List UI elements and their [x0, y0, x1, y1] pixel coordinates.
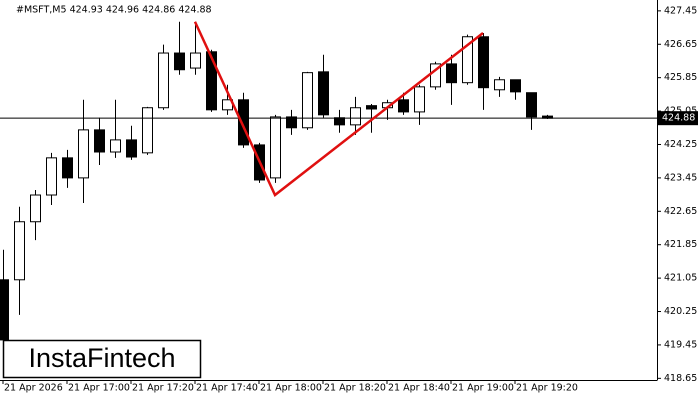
candle-body	[286, 116, 297, 129]
y-tick-label: 426.65	[664, 39, 697, 50]
x-tick-label: 21 Apr 18:40	[388, 383, 450, 394]
y-tick-label: 425.05	[664, 106, 697, 117]
watermark: InstaFintech	[28, 343, 175, 373]
y-tick-label: 423.45	[664, 172, 697, 183]
last-price-label: 424.88	[662, 113, 695, 124]
candle-body	[238, 99, 249, 146]
candle-body	[46, 157, 57, 196]
x-tick-label: 21 Apr 19:00	[452, 383, 514, 394]
candle-body	[62, 157, 73, 179]
candle-body	[78, 129, 89, 179]
candle-body	[0, 279, 9, 341]
candle-body	[462, 36, 473, 84]
candle-body	[270, 116, 281, 179]
x-tick-label: 21 Apr 2026	[4, 383, 63, 394]
candle-body	[206, 51, 217, 111]
y-tick-label: 421.85	[664, 239, 697, 250]
y-tick-label: 421.05	[664, 273, 697, 284]
candle-body	[366, 105, 377, 110]
candle-body	[398, 99, 409, 113]
candle-body	[30, 194, 41, 223]
pattern-line	[193, 21, 484, 197]
candle-body	[110, 139, 121, 153]
candle-body	[446, 63, 457, 84]
x-tick-label: 21 Apr 17:00	[68, 383, 130, 394]
watermark-box	[2, 339, 202, 379]
candle-body	[414, 86, 425, 113]
candle-body	[142, 107, 153, 154]
y-tick-label: 422.65	[664, 206, 697, 217]
candle-body	[94, 129, 105, 153]
candle-body	[350, 107, 361, 126]
candle-body	[174, 52, 185, 71]
chart-title: #MSFT,M5 424.93 424.96 424.86 424.88	[16, 5, 212, 16]
x-tick-label: 21 Apr 18:00	[260, 383, 322, 394]
candle-body	[190, 52, 201, 69]
candle-body	[318, 71, 329, 116]
y-tick-label: 418.65	[664, 373, 697, 384]
candle-body	[126, 139, 137, 158]
candle-body	[14, 221, 25, 281]
last-price-box	[658, 111, 698, 126]
y-tick-label: 424.25	[664, 139, 697, 150]
candle-body	[334, 117, 345, 126]
y-tick-label: 420.25	[664, 306, 697, 317]
x-tick-label: 21 Apr 17:20	[132, 383, 194, 394]
y-tick-label: 419.45	[664, 339, 697, 350]
candle-body	[158, 52, 169, 109]
y-tick-label: 425.85	[664, 72, 697, 83]
x-tick-label: 21 Apr 17:40	[196, 383, 258, 394]
candle-body	[526, 92, 537, 118]
x-tick-label: 21 Apr 19:20	[516, 383, 578, 394]
candle-body	[494, 79, 505, 91]
y-tick-label: 427.45	[664, 5, 697, 16]
candle-body	[510, 79, 521, 93]
x-tick-label: 21 Apr 18:20	[324, 383, 386, 394]
candle-body	[302, 72, 313, 129]
candle-body	[478, 36, 489, 89]
